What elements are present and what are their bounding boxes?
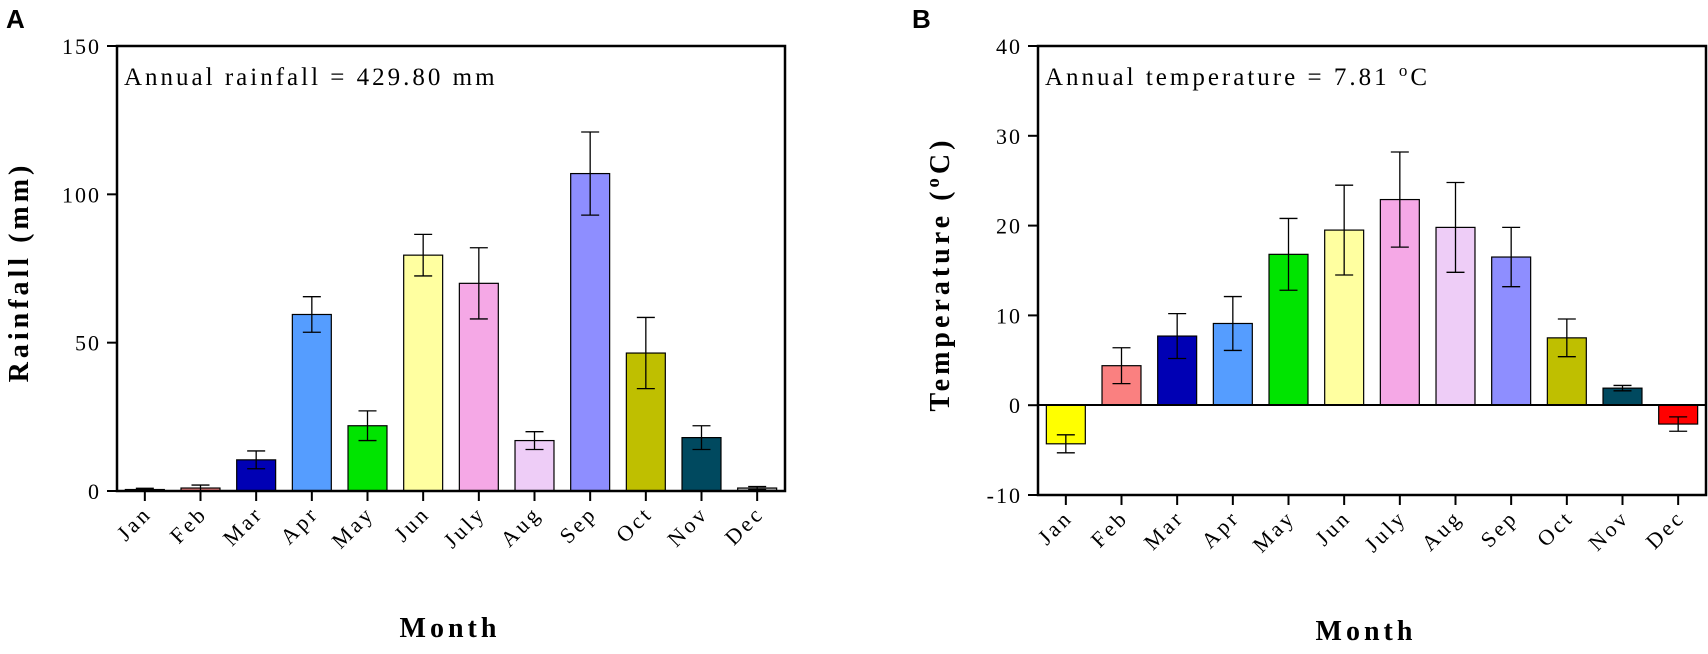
- plot-frame-b: [1036, 44, 1708, 497]
- x-axis-ticks-a: Jan Feb Mar Apr May Jun July Aug Sep Oct Nov Dec: [112, 491, 769, 553]
- x-tick-label-a-oct: Oct: [611, 501, 658, 548]
- error-bar-a-mar: [247, 450, 266, 470]
- x-tick-label-a-nov: Nov: [662, 501, 713, 552]
- y-axis-title-b-sup: o: [923, 174, 944, 188]
- error-bar-b-jun: [1335, 184, 1354, 276]
- x-tick-label-a-july: July: [438, 501, 490, 553]
- x-tick-label-a-dec: Dec: [720, 501, 769, 550]
- y-tick-label-a-1: 50: [75, 331, 101, 356]
- error-bar-b-sep: [1502, 226, 1521, 288]
- y-tick-label-b-4: 30: [996, 124, 1022, 149]
- error-bars-b: [1056, 151, 1688, 454]
- y-tick-label-b-5: 40: [996, 34, 1022, 59]
- x-tick-label-a-may: May: [326, 501, 379, 554]
- x-tick-label-b-nov: Nov: [1583, 505, 1634, 556]
- y-tick-label-b-1: 0: [1009, 393, 1022, 418]
- error-bar-a-jun: [414, 233, 433, 277]
- error-bar-a-july: [469, 247, 488, 320]
- x-tick-label-b-july: July: [1359, 505, 1411, 557]
- error-bar-a-apr: [302, 296, 321, 333]
- error-bar-a-dec: [748, 485, 767, 491]
- x-tick-label-b-sep: Sep: [1475, 505, 1522, 552]
- error-bar-a-nov: [692, 425, 711, 451]
- y-axis-title-a: Rainfall (mm): [4, 162, 35, 383]
- panel-label-b: B: [912, 4, 931, 34]
- x-tick-label-a-apr: Apr: [275, 501, 323, 549]
- error-bar-b-jan: [1056, 434, 1075, 454]
- x-tick-label-a-feb: Feb: [165, 501, 212, 548]
- x-tick-label-b-jun: Jun: [1310, 505, 1356, 551]
- bar-b-feb: [1101, 365, 1142, 406]
- error-bar-b-nov: [1613, 384, 1632, 392]
- error-bar-b-july: [1390, 151, 1409, 248]
- panel-label-a: A: [6, 4, 25, 34]
- y-axis-title-b-prefix: Temperature (: [925, 188, 956, 412]
- plot-frame-a: [115, 44, 787, 493]
- y-axis-ticks-a: 0 50 100 150: [62, 34, 117, 504]
- y-tick-label-a-0: 0: [88, 479, 101, 504]
- x-tick-label-a-mar: Mar: [218, 501, 268, 551]
- x-tick-label-b-oct: Oct: [1532, 505, 1579, 552]
- y-axis-title-b-suffix: C): [925, 137, 956, 175]
- x-tick-label-b-jan: Jan: [1033, 505, 1078, 550]
- x-tick-label-b-feb: Feb: [1086, 505, 1133, 552]
- error-bar-a-sep: [581, 131, 600, 216]
- x-tick-label-b-aug: Aug: [1416, 505, 1467, 556]
- error-bar-b-may: [1279, 217, 1298, 291]
- chart-panel-a: A 0 50 100 150 Jan Feb Mar Apr May Jun July Aug Sep…: [4, 4, 787, 644]
- annotation-temperature: Annual temperature = 7.81 oC: [1045, 61, 1430, 92]
- x-tick-label-a-jun: Jun: [389, 501, 435, 547]
- x-axis-title-b: Month: [1316, 616, 1417, 647]
- x-tick-label-b-mar: Mar: [1139, 505, 1189, 555]
- y-tick-label-a-3: 150: [62, 34, 101, 59]
- x-axis-ticks-b: Jan Feb Mar Apr May Jun July Aug Sep Oct Nov Dec: [1033, 495, 1690, 557]
- x-axis-title-a: Month: [400, 613, 501, 644]
- bar-a-jun: [403, 254, 444, 492]
- x-tick-label-b-may: May: [1247, 505, 1300, 558]
- error-bar-a-aug: [525, 431, 544, 451]
- x-tick-label-a-sep: Sep: [554, 501, 601, 548]
- error-bar-a-oct: [636, 316, 655, 390]
- y-tick-label-b-0: -10: [987, 483, 1022, 508]
- x-tick-label-a-jan: Jan: [112, 501, 157, 546]
- error-bar-b-oct: [1557, 318, 1576, 358]
- error-bar-b-aug: [1446, 181, 1465, 273]
- error-bar-b-dec: [1669, 416, 1688, 432]
- y-tick-label-a-2: 100: [62, 182, 101, 207]
- y-axis-ticks-b: -10 0 10 20 30 40: [987, 34, 1038, 508]
- bar-a-apr: [291, 313, 332, 492]
- error-bar-b-apr: [1223, 295, 1242, 352]
- annotation-temperature-sup: o: [1399, 61, 1411, 80]
- error-bar-b-mar: [1168, 312, 1187, 360]
- error-bar-a-may: [358, 410, 377, 442]
- bars-b: [1045, 198, 1699, 445]
- annotation-temperature-suffix: C: [1410, 64, 1430, 91]
- x-tick-label-b-apr: Apr: [1196, 505, 1244, 553]
- x-tick-label-a-aug: Aug: [495, 501, 546, 552]
- x-tick-label-b-dec: Dec: [1641, 505, 1690, 554]
- error-bars-a: [135, 131, 767, 492]
- annotation-temperature-prefix: Annual temperature = 7.81: [1045, 64, 1399, 91]
- y-axis-title-b: Temperature (oC): [923, 137, 957, 412]
- y-tick-label-b-3: 20: [996, 214, 1022, 239]
- error-bar-b-feb: [1112, 347, 1131, 385]
- y-tick-label-b-2: 10: [996, 303, 1022, 328]
- bar-a-sep: [570, 172, 611, 492]
- annotation-rainfall: Annual rainfall = 429.80 mm: [124, 64, 498, 91]
- bars-a: [124, 172, 778, 492]
- chart-panel-b: B -10 0 10 20 30 40 Jan Feb Mar Apr May Jun July Aug…: [912, 4, 1708, 647]
